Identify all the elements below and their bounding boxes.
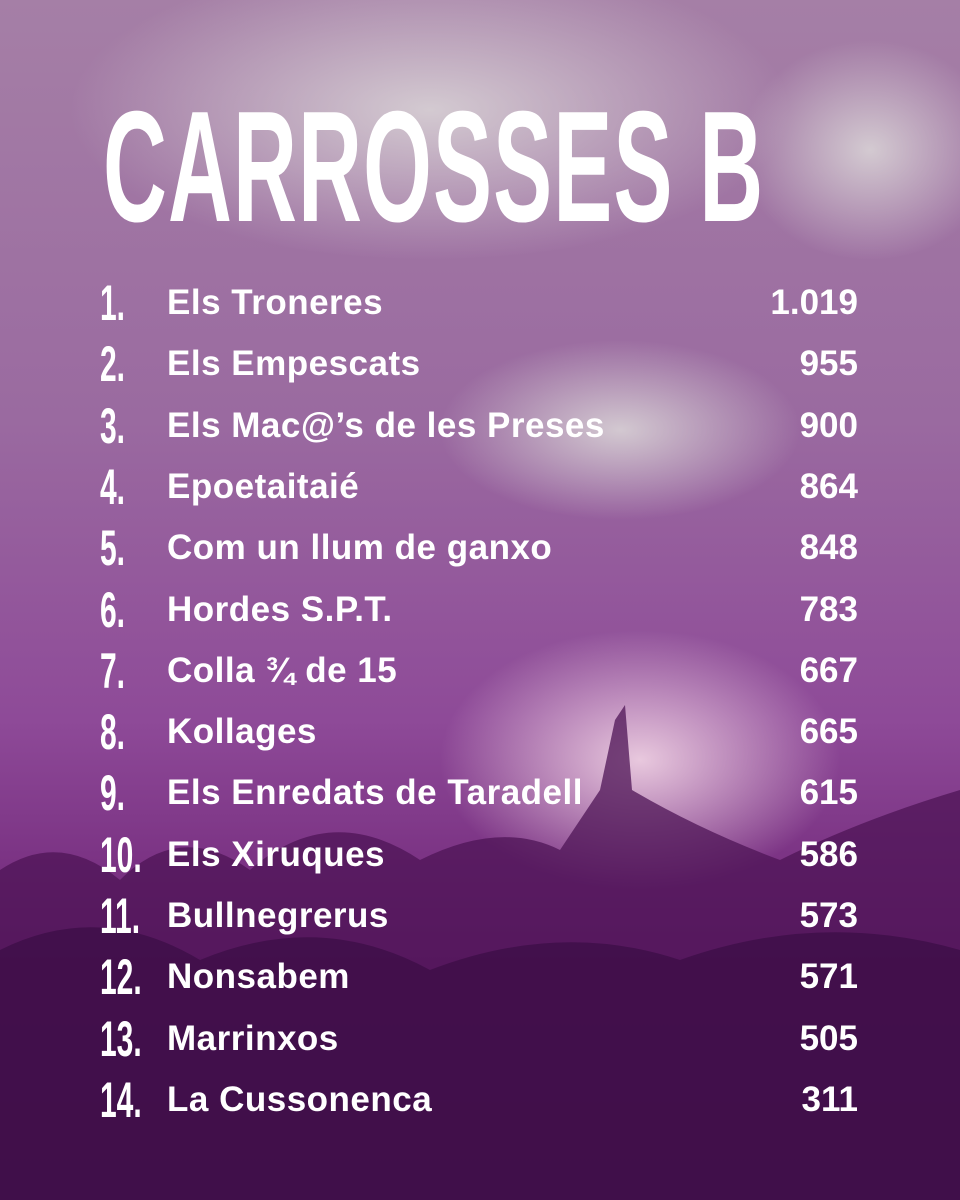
rank: 7. [100, 642, 126, 699]
ranking-row: 5. Com un llum de ganxo 848 [0, 518, 960, 578]
score: 505 [799, 1018, 858, 1058]
ranking-row: 8. Kollages 665 [0, 702, 960, 762]
ranking-row: 6. Hordes S.P.T. 783 [0, 580, 960, 640]
team-name: Nonsabem [167, 957, 350, 997]
rank: 9. [100, 765, 126, 822]
team-name: Bullnegrerus [167, 896, 389, 935]
team-name: Els Mac@’s de les Preses [167, 405, 605, 445]
score: 311 [801, 1079, 858, 1119]
team-name: Els Xiruques [167, 834, 386, 874]
team-name: La Cussonenca [167, 1079, 433, 1119]
team-name: Marrinxos [167, 1018, 339, 1058]
rank: 4. [100, 458, 126, 515]
ranking-row: 2. Els Empescats 955 [0, 334, 960, 394]
score: 667 [799, 650, 858, 690]
title: CARROSSES B [103, 79, 765, 255]
rank: 12. [100, 949, 142, 1006]
rank: 13. [100, 1010, 142, 1067]
ranking-row: 1. Els Troneres 1.019 [0, 273, 960, 333]
team-name: Els Troneres [167, 283, 384, 322]
rank: 11. [100, 888, 141, 944]
team-name: Els Enredats de Taradell [167, 773, 583, 813]
rank: 1. [100, 275, 126, 331]
rank: 5. [100, 520, 126, 577]
score: 864 [799, 466, 858, 506]
team-name: Els Empescats [167, 344, 421, 384]
team-name: Hordes S.P.T. [167, 589, 393, 629]
score: 665 [799, 712, 858, 752]
score: 1.019 [770, 283, 858, 322]
ranking-row: 12. Nonsabem 571 [0, 947, 960, 1007]
rank: 10. [100, 826, 142, 883]
score: 571 [799, 957, 858, 997]
rank: 3. [100, 397, 126, 454]
ranking-row: 11. Bullnegrerus 573 [0, 886, 960, 946]
rank: 2. [100, 336, 126, 393]
ranking-row: 4. Epoetaitaié 864 [0, 457, 960, 517]
ranking-row: 13. Marrinxos 505 [0, 1009, 960, 1069]
ranking-row: 10. Els Xiruques 586 [0, 825, 960, 885]
score: 848 [799, 528, 858, 568]
ranking-row: 9. Els Enredats de Taradell 615 [0, 763, 960, 823]
ranking-row: 3. Els Mac@’s de les Preses 900 [0, 396, 960, 456]
ranking-row: 7. Colla ¾ de 15 667 [0, 641, 960, 701]
ranking-row: 14. La Cussonenca 311 [0, 1070, 960, 1130]
score: 955 [799, 344, 858, 384]
score: 783 [799, 589, 858, 629]
score: 900 [799, 405, 858, 445]
rank: 14. [100, 1071, 142, 1128]
team-name: Com un llum de ganxo [167, 528, 553, 568]
team-name: Epoetaitaié [167, 466, 360, 506]
rank: 8. [100, 704, 126, 761]
team-name: Kollages [167, 712, 317, 752]
score: 615 [799, 773, 858, 813]
rank: 6. [100, 581, 126, 638]
team-name: Colla ¾ de 15 [167, 650, 398, 690]
score: 586 [799, 834, 858, 874]
score: 573 [799, 896, 858, 935]
